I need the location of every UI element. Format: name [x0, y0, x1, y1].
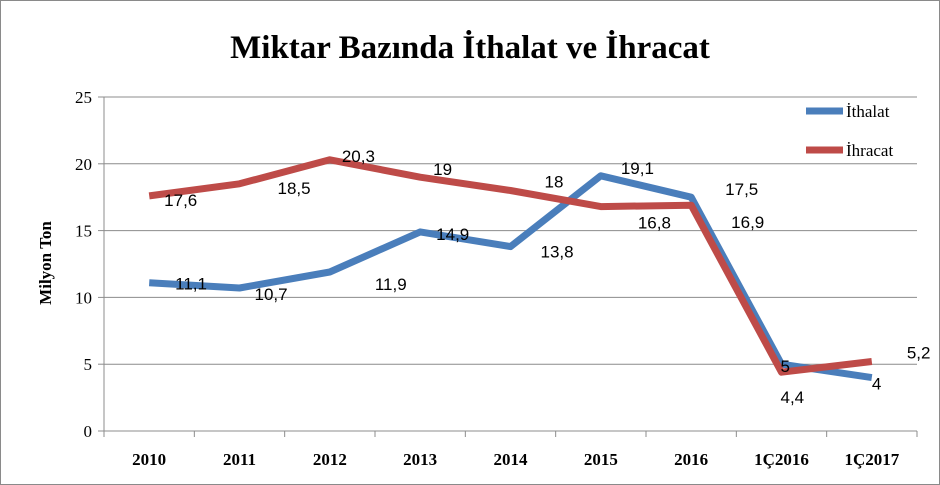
data-label-ithalat-1: 10,7 — [255, 285, 288, 304]
data-labels: 11,1 10,7 11,9 14,9 13,8 19,1 17,5 5 4 17,6 18,5 20… — [164, 147, 930, 407]
data-label-ithalat-5: 19,1 — [621, 159, 654, 178]
data-label-ithalat-3: 14,9 — [436, 225, 469, 244]
data-label-ithalat-2: 11,9 — [375, 275, 407, 294]
data-label-ihracat-2: 20,3 — [342, 147, 375, 166]
data-label-ithalat-7: 5 — [781, 357, 790, 376]
gridlines — [104, 96, 917, 365]
y-tick-label-5: 5 — [84, 355, 93, 374]
x-tick-label-2013: 2013 — [403, 450, 437, 469]
legend-label-ihracat: İhracat — [846, 141, 893, 160]
y-tick-label-0: 0 — [84, 422, 93, 441]
data-label-ihracat-0: 17,6 — [164, 191, 197, 210]
y-tick-label-10: 10 — [75, 288, 92, 307]
data-label-ithalat-8: 4 — [872, 375, 881, 394]
x-tick-label-2011: 2011 — [223, 450, 256, 469]
data-label-ihracat-6: 16,9 — [731, 213, 764, 232]
x-tick-label-1Ç2017: 1Ç2017 — [844, 450, 899, 469]
x-tick-label-2012: 2012 — [313, 450, 347, 469]
series-line-ithalat — [148, 172, 873, 382]
y-tick-label-20: 20 — [75, 155, 92, 174]
data-label-ithalat-4: 13,8 — [541, 243, 574, 262]
data-label-ihracat-3: 19 — [433, 160, 452, 179]
data-label-ihracat-8: 5,2 — [907, 344, 931, 363]
data-label-ihracat-4: 18 — [545, 173, 564, 192]
y-tick-label-15: 15 — [75, 222, 92, 241]
x-tick-label-2014: 2014 — [494, 450, 529, 469]
data-label-ihracat-1: 18,5 — [278, 179, 311, 198]
chart-title: Miktar Bazında İthalat ve İhracat — [230, 28, 710, 66]
series-line-ihracat — [148, 156, 873, 376]
x-tick-label-2015: 2015 — [584, 450, 618, 469]
y-axis-label: Milyon Ton — [36, 221, 55, 305]
legend: İthalat İhracat — [806, 102, 893, 160]
x-tick-label-2010: 2010 — [132, 450, 166, 469]
series-layer — [148, 156, 873, 382]
legend-label-ithalat: İthalat — [846, 102, 890, 121]
axes: 0 5 10 15 20 25 2010 2011 2012 2013 2014 2015 2016 1Ç… — [75, 88, 918, 469]
y-tick-label-25: 25 — [75, 88, 92, 107]
data-label-ithalat-0: 11,1 — [175, 275, 207, 294]
data-label-ihracat-7: 4,4 — [781, 388, 805, 407]
data-label-ithalat-6: 17,5 — [725, 180, 758, 199]
x-tick-label-2016: 2016 — [674, 450, 708, 469]
x-tick-label-1Ç2016: 1Ç2016 — [754, 450, 809, 469]
data-label-ihracat-5: 16,8 — [638, 214, 671, 233]
